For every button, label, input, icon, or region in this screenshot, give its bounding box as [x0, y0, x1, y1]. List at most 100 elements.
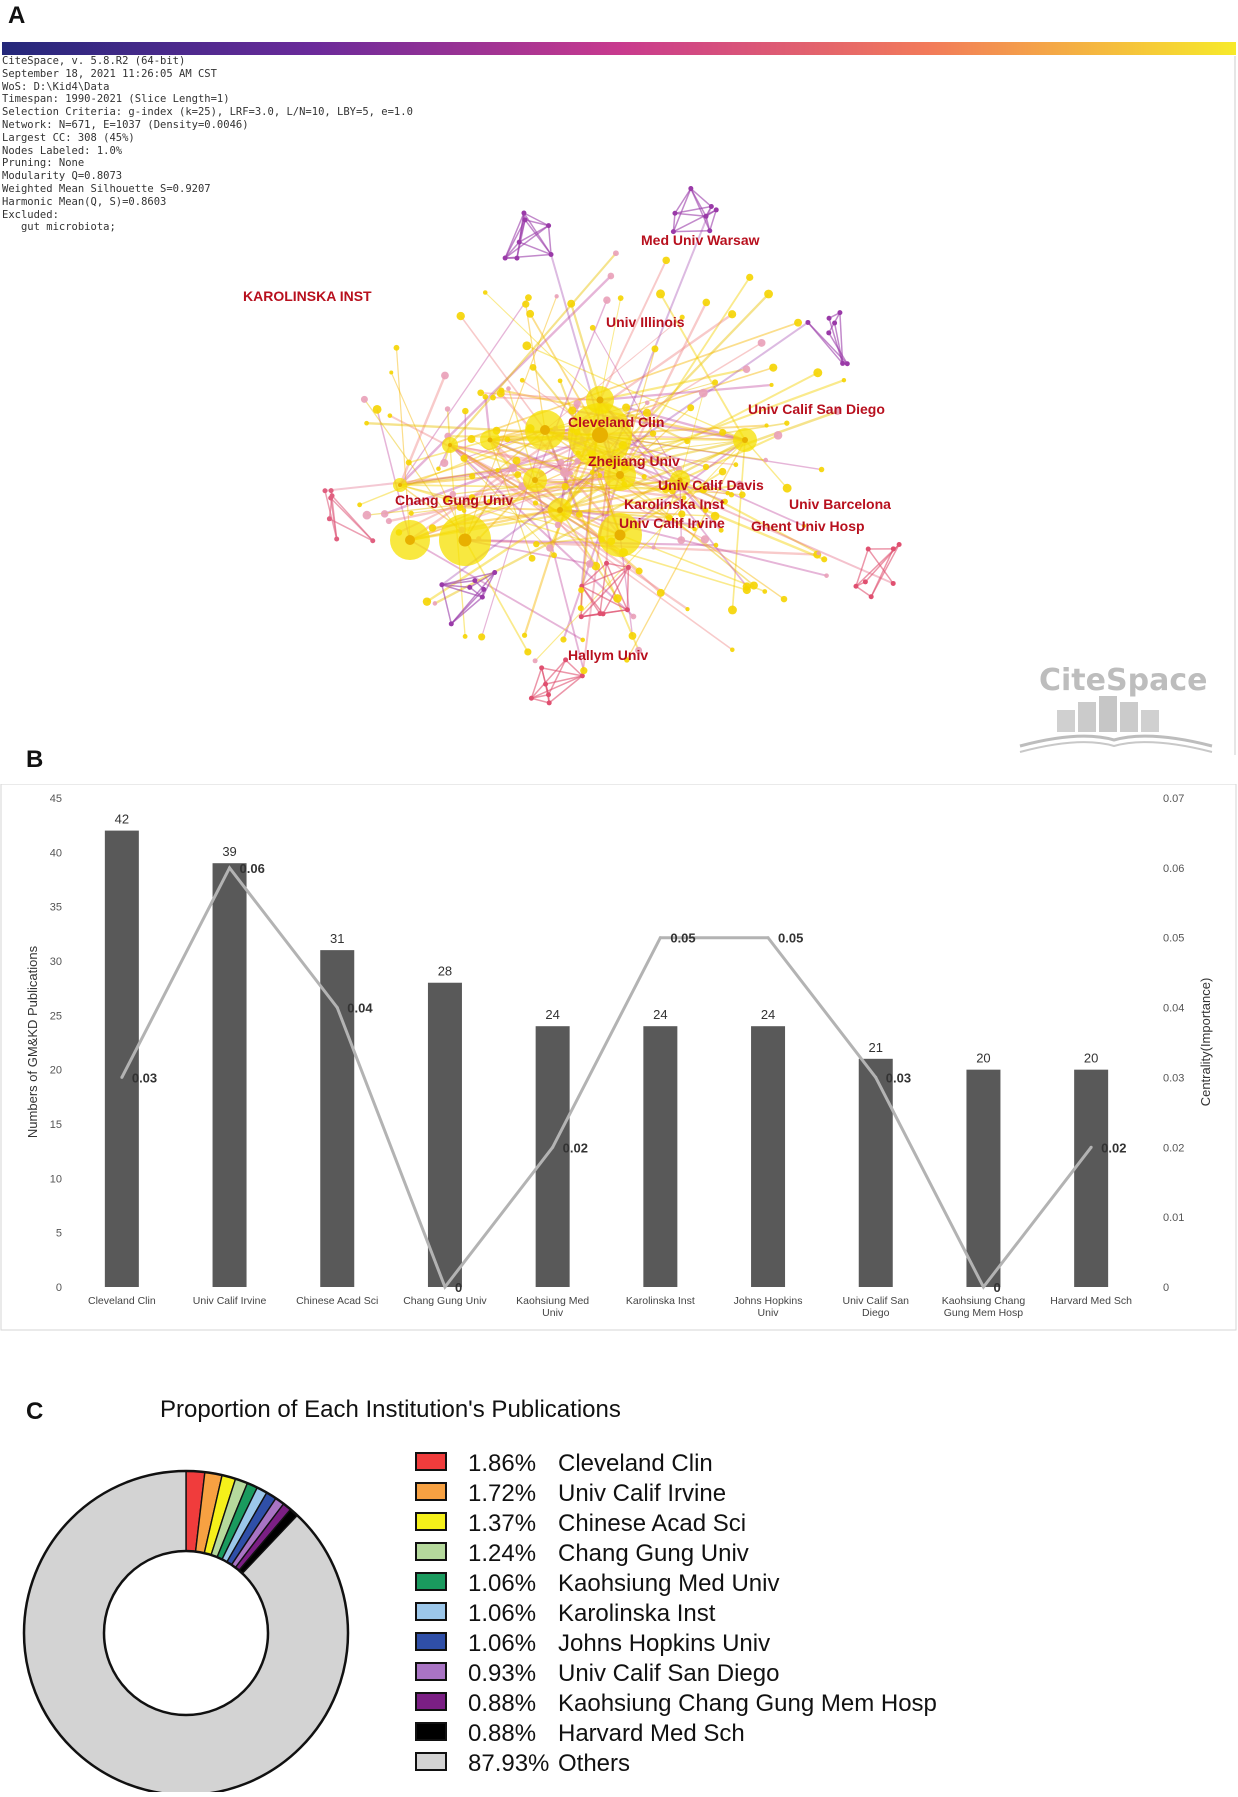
legend-name: Others [558, 1750, 630, 1777]
y2-tick-label: 0.07 [1163, 793, 1184, 805]
bar-value-label: 28 [438, 964, 452, 979]
legend-swatch [416, 1573, 446, 1590]
legend-swatch [416, 1513, 446, 1530]
y-tick-label: 40 [50, 847, 62, 859]
centrality-point [982, 1286, 985, 1289]
metadata-line: Weighted Mean Silhouette S=0.9207 [2, 183, 413, 196]
y2-tick-label: 0.02 [1163, 1142, 1184, 1154]
y2-tick-label: 0.01 [1163, 1212, 1184, 1224]
centrality-value-label: 0.02 [1101, 1140, 1126, 1155]
legend-percent: 0.88% [468, 1720, 536, 1747]
category-label: Univ Calif San [842, 1295, 909, 1307]
y2-tick-label: 0.04 [1163, 1003, 1184, 1015]
legend-name: Johns Hopkins Univ [558, 1630, 770, 1657]
legend-percent: 1.72% [468, 1480, 536, 1507]
legend-percent: 1.06% [468, 1630, 536, 1657]
category-label: Univ Calif Irvine [193, 1295, 267, 1307]
category-label: Chang Gung Univ [403, 1295, 487, 1307]
y-tick-label: 30 [50, 956, 62, 968]
category-label: Univ [758, 1307, 780, 1319]
category-label: Kaohsiung Med [516, 1295, 589, 1307]
bar-value-label: 39 [222, 844, 236, 859]
category-label: Cleveland Clin [88, 1295, 156, 1307]
y-tick-label: 10 [50, 1173, 62, 1185]
bar-value-label: 20 [1084, 1051, 1098, 1066]
y-tick-label: 35 [50, 902, 62, 914]
centrality-value-label: 0.04 [347, 1001, 373, 1016]
proportion-donut-chart: Proportion of Each Institution's Publica… [0, 1355, 1238, 1792]
centrality-point [659, 936, 662, 939]
legend-percent: 1.06% [468, 1570, 536, 1597]
citespace-metadata: CiteSpace, v. 5.8.R2 (64-bit)September 1… [2, 55, 413, 234]
category-label: Diego [862, 1307, 890, 1319]
metadata-line: Largest CC: 308 (45%) [2, 132, 413, 145]
legend-percent: 87.93% [468, 1750, 549, 1777]
centrality-point [874, 1076, 877, 1079]
legend-swatch [416, 1723, 446, 1740]
category-label: Karolinska Inst [626, 1295, 695, 1307]
y2-tick-label: 0 [1163, 1282, 1169, 1294]
bar-value-label: 21 [869, 1040, 883, 1055]
bar [966, 1070, 1000, 1287]
label-univ-calif-davis: Univ Calif Davis [658, 477, 764, 493]
centrality-value-label: 0.03 [132, 1070, 157, 1085]
network-panel: KAROLINSKA INST Med Univ Warsaw Univ Ill… [0, 40, 1238, 755]
legend-name: Harvard Med Sch [558, 1720, 745, 1747]
centrality-point [336, 1006, 339, 1009]
metadata-line: WoS: D:\Kid4\Data [2, 81, 413, 94]
metadata-line: Timespan: 1990-2021 (Slice Length=1) [2, 93, 413, 106]
bar-value-label: 24 [653, 1007, 667, 1022]
legend-swatch [416, 1753, 446, 1770]
bar-value-label: 31 [330, 931, 344, 946]
y-tick-label: 15 [50, 1119, 62, 1131]
metadata-line: Harmonic Mean(Q, S)=0.8603 [2, 196, 413, 209]
label-med-univ-warsaw: Med Univ Warsaw [641, 232, 760, 248]
label-chang-gung-univ: Chang Gung Univ [395, 492, 513, 508]
category-label: Univ [542, 1307, 564, 1319]
metadata-line: Nodes Labeled: 1.0% [2, 145, 413, 158]
category-label: Chinese Acad Sci [296, 1295, 378, 1307]
proportion-donut-panel: Proportion of Each Institution's Publica… [0, 1355, 1238, 1792]
legend-percent: 1.86% [468, 1450, 536, 1477]
legend-percent: 1.24% [468, 1540, 536, 1567]
centrality-value-label: 0.05 [778, 931, 803, 946]
legend-percent: 1.37% [468, 1510, 536, 1537]
label-univ-calif-irvine: Univ Calif Irvine [619, 515, 725, 531]
legend-name: Kaohsiung Med Univ [558, 1570, 779, 1597]
y-tick-label: 25 [50, 1010, 62, 1022]
y-tick-label: 0 [56, 1282, 62, 1294]
panel-a-letter: A [8, 2, 25, 30]
centrality-value-label: 0.06 [240, 861, 265, 876]
label-ghent-univ-hosp: Ghent Univ Hosp [751, 518, 865, 534]
bar-value-label: 24 [545, 1007, 559, 1022]
donut-chart-title: Proportion of Each Institution's Publica… [160, 1396, 621, 1423]
y2-tick-label: 0.05 [1163, 933, 1184, 945]
y-tick-label: 20 [50, 1065, 62, 1077]
legend-name: Univ Calif Irvine [558, 1480, 726, 1507]
bar [643, 1026, 677, 1287]
bar [213, 863, 247, 1287]
label-cleveland-clin: Cleveland Clin [568, 414, 664, 430]
metadata-line: gut microbiota; [2, 221, 413, 234]
legend-swatch [416, 1603, 446, 1620]
centrality-value-label: 0 [993, 1280, 1000, 1295]
bar [859, 1059, 893, 1287]
bar [105, 831, 139, 1287]
bar-value-label: 20 [976, 1051, 990, 1066]
legend-swatch [416, 1633, 446, 1650]
donut-slices [24, 1471, 348, 1792]
metadata-line: Modularity Q=0.8073 [2, 170, 413, 183]
citespace-logo: CiteSpace [1020, 663, 1212, 752]
centrality-value-label: 0.05 [670, 931, 695, 946]
y2-tick-label: 0.06 [1163, 863, 1184, 875]
centrality-point [120, 1076, 123, 1079]
legend-swatch [416, 1693, 446, 1710]
metadata-line: Pruning: None [2, 157, 413, 170]
y-axis-title: Numbers of GM&KD Publications [25, 945, 40, 1138]
centrality-point [1090, 1146, 1093, 1149]
centrality-point [228, 866, 231, 869]
category-label: Harvard Med Sch [1050, 1295, 1132, 1307]
y-tick-label: 45 [50, 793, 62, 805]
